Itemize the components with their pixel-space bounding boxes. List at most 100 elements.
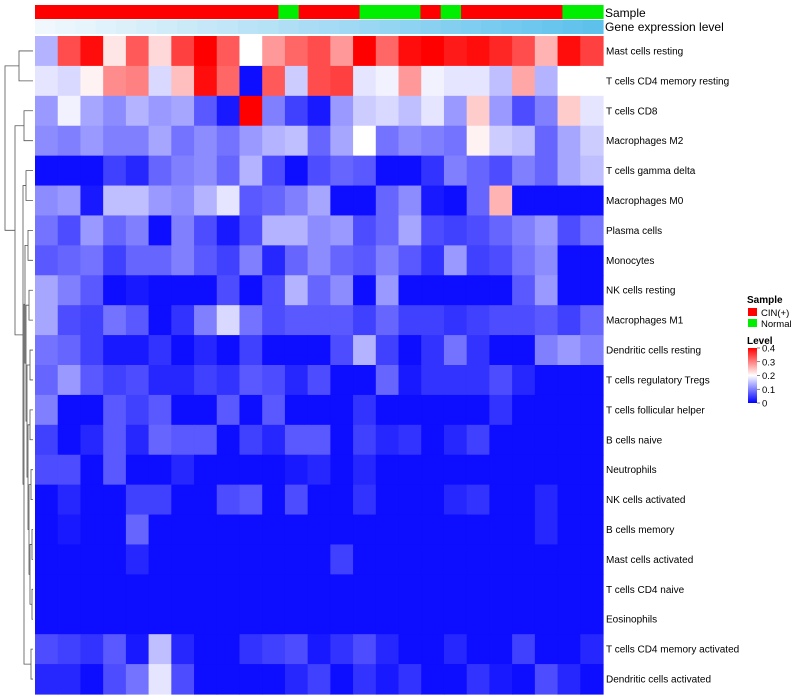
- heatmap-cell: [330, 454, 354, 486]
- heatmap-cell: [194, 305, 218, 336]
- heatmap-cell: [216, 424, 241, 456]
- heatmap-cell: [262, 574, 286, 605]
- heatmap-cell: [330, 65, 354, 97]
- heatmap-cell: [421, 275, 445, 306]
- heatmap-cell: [284, 65, 309, 97]
- legend-label-cin: CIN(+): [761, 308, 789, 319]
- heatmap-cell: [353, 664, 377, 695]
- heatmap-cell: [57, 125, 82, 157]
- heatmap-cell: [216, 305, 241, 336]
- heatmap-cell: [194, 125, 218, 157]
- heatmap-cell: [353, 484, 377, 516]
- dendrogram-link: [31, 529, 33, 560]
- sample-annotation-cell: [298, 5, 320, 19]
- heatmap-cell: [148, 305, 172, 336]
- heatmap-cell: [57, 305, 82, 336]
- heatmap-cell: [125, 424, 150, 456]
- heatmap-cell: [194, 484, 218, 516]
- heatmap-cell: [125, 454, 150, 486]
- heatmap-cell: [466, 544, 490, 575]
- heatmap-cell: [307, 275, 331, 306]
- heatmap-cell: [534, 125, 559, 157]
- heatmap-cell: [512, 394, 536, 426]
- heatmap-cell: [421, 305, 445, 336]
- heatmap-cell: [194, 424, 218, 456]
- sample-annotation-cell: [562, 5, 584, 19]
- heatmap-cell: [307, 215, 331, 246]
- heatmap-cell: [284, 544, 309, 575]
- heatmap-cell: [171, 275, 195, 306]
- heatmap-cell: [330, 604, 354, 635]
- heatmap-cell: [103, 65, 127, 97]
- legend-level-title: Level: [747, 336, 773, 347]
- heatmap-cell: [443, 185, 468, 217]
- heatmap-cell: [307, 604, 331, 635]
- expression-annotation-cell: [55, 20, 77, 34]
- heatmap-cell: [194, 544, 218, 575]
- heatmap-cell: [421, 36, 445, 67]
- heatmap-cell: [330, 394, 354, 426]
- sample-annotation-cell: [582, 5, 604, 19]
- heatmap-cell: [557, 634, 581, 665]
- heatmap-cell: [489, 125, 513, 157]
- legend-swatch-cin: [748, 308, 757, 316]
- heatmap-cell: [80, 125, 104, 157]
- heatmap-cell: [307, 634, 331, 665]
- heatmap-cell: [512, 65, 536, 97]
- heatmap-cell: [216, 215, 241, 246]
- heatmap-cell: [375, 275, 400, 306]
- row-label: T cells CD4 memory activated: [606, 645, 739, 656]
- heatmap-cell: [421, 454, 445, 486]
- heatmap-cell: [489, 245, 513, 276]
- heatmap-cell: [103, 365, 127, 396]
- heatmap-cell: [375, 65, 400, 97]
- heatmap-cell: [443, 454, 468, 486]
- heatmap-cell: [171, 574, 195, 605]
- heatmap-cell: [534, 574, 559, 605]
- heatmap-cell: [375, 514, 400, 546]
- heatmap-cell: [557, 454, 581, 486]
- heatmap-cell: [534, 65, 559, 97]
- heatmap-cell: [466, 185, 490, 217]
- heatmap-cell: [194, 365, 218, 396]
- heatmap-cell: [512, 125, 536, 157]
- heatmap-cell: [35, 514, 59, 546]
- heatmap-cell: [57, 245, 82, 276]
- heatmap-cell: [375, 394, 400, 426]
- heatmap-cell: [148, 394, 172, 426]
- heatmap-cell: [35, 185, 59, 217]
- heatmap-cell: [398, 185, 422, 217]
- heatmap-cell: [466, 574, 490, 605]
- heatmap-cell: [398, 275, 422, 306]
- heatmap-cell: [353, 394, 377, 426]
- sample-annotation-cell: [258, 5, 280, 19]
- heatmap-cell: [580, 454, 604, 486]
- heatmap-cell: [398, 305, 422, 336]
- heatmap-cell: [421, 95, 445, 127]
- heatmap-cell: [57, 424, 82, 456]
- expression-annotation-cell: [197, 20, 219, 34]
- sample-annotation-cell: [379, 5, 401, 19]
- heatmap-cell: [443, 65, 468, 97]
- heatmap-cell: [216, 514, 241, 546]
- heatmap-cell: [353, 604, 377, 635]
- heatmap-cell: [421, 484, 445, 516]
- heatmap-cell: [353, 215, 377, 246]
- heatmap-cell: [57, 36, 82, 67]
- heatmap-cell: [216, 365, 241, 396]
- row-label: B cells memory: [606, 525, 674, 536]
- heatmap-cell: [557, 484, 581, 516]
- heatmap-cell: [35, 574, 59, 605]
- heatmap-cell: [466, 514, 490, 546]
- heatmap-cell: [534, 275, 559, 306]
- heatmap-cell: [80, 365, 104, 396]
- heatmap-cell: [284, 514, 309, 546]
- expression-annotation-cell: [582, 20, 604, 34]
- heatmap-cell: [398, 604, 422, 635]
- heatmap-cell: [216, 155, 241, 187]
- heatmap-cell: [239, 95, 263, 127]
- heatmap-cell: [194, 185, 218, 217]
- heatmap-cell: [353, 424, 377, 456]
- heatmap-cell: [421, 604, 445, 635]
- heatmap-cell: [330, 245, 354, 276]
